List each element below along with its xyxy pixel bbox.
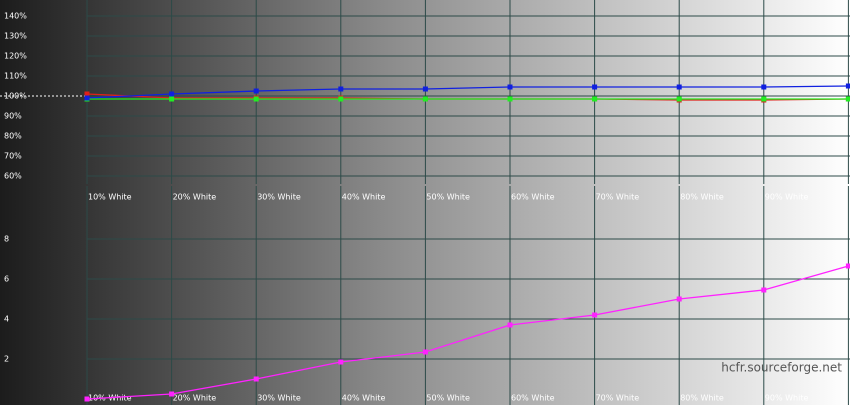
point — [253, 376, 259, 382]
y-tick-label: 130% — [4, 32, 27, 41]
y-tick-label: 4 — [4, 315, 9, 324]
point — [592, 84, 598, 90]
point — [422, 349, 428, 355]
x-tick-label: 90% White — [765, 394, 809, 403]
x-tick-label: 80% White — [680, 394, 724, 403]
x-tick-label: 30% White — [257, 394, 301, 403]
point — [338, 96, 344, 102]
point — [422, 86, 428, 92]
series-line — [86, 85, 849, 99]
point — [761, 287, 767, 293]
point — [845, 96, 850, 102]
x-tick-label: 70% White — [596, 394, 640, 403]
point — [84, 95, 90, 101]
point — [169, 96, 175, 102]
point — [845, 263, 850, 269]
point — [338, 359, 344, 365]
x-tick-label: 40% White — [342, 193, 386, 202]
x-tick-label: 30% White — [257, 193, 301, 202]
x-tick-label: 70% White — [596, 193, 640, 202]
x-tick-label: 20% White — [173, 394, 217, 403]
x-tick-label: 10% White — [88, 193, 132, 202]
point — [761, 96, 767, 102]
y-tick-label: 110% — [4, 72, 27, 81]
x-tick-label: 80% White — [680, 193, 724, 202]
x-tick-label: 50% White — [426, 394, 470, 403]
y-tick-label: 140% — [4, 12, 27, 21]
point — [84, 396, 90, 402]
point — [84, 91, 90, 97]
point — [845, 83, 850, 89]
x-tick-label: 40% White — [342, 394, 386, 403]
x-tick-label: 90% White — [765, 193, 809, 202]
point — [169, 91, 175, 97]
x-tick-label: 60% White — [511, 394, 555, 403]
y-tick-label: 8 — [4, 235, 9, 244]
y-tick-label: 70% — [4, 152, 22, 161]
point — [507, 96, 513, 102]
x-tick-label: 60% White — [511, 193, 555, 202]
y-tick-label: 6 — [4, 275, 9, 284]
point — [507, 84, 513, 90]
point — [253, 88, 259, 94]
point — [761, 84, 767, 90]
point — [676, 296, 682, 302]
point — [422, 96, 428, 102]
y-tick-label: 100% — [4, 92, 27, 101]
y-tick-label: 60% — [4, 172, 22, 181]
point — [169, 391, 175, 397]
y-tick-label: 80% — [4, 132, 22, 141]
y-tick-label: 90% — [4, 112, 22, 121]
point — [592, 96, 598, 102]
point — [676, 84, 682, 90]
point — [507, 322, 513, 328]
y-tick-label: 120% — [4, 52, 27, 61]
x-tick-label: 20% White — [173, 193, 217, 202]
watermark: hcfr.sourceforge.net — [721, 361, 842, 375]
point — [592, 312, 598, 318]
point — [338, 86, 344, 92]
y-tick-label: 2 — [4, 355, 9, 364]
x-tick-label: 50% White — [426, 193, 470, 202]
point — [253, 96, 259, 102]
point — [676, 96, 682, 102]
series-line — [86, 265, 849, 400]
